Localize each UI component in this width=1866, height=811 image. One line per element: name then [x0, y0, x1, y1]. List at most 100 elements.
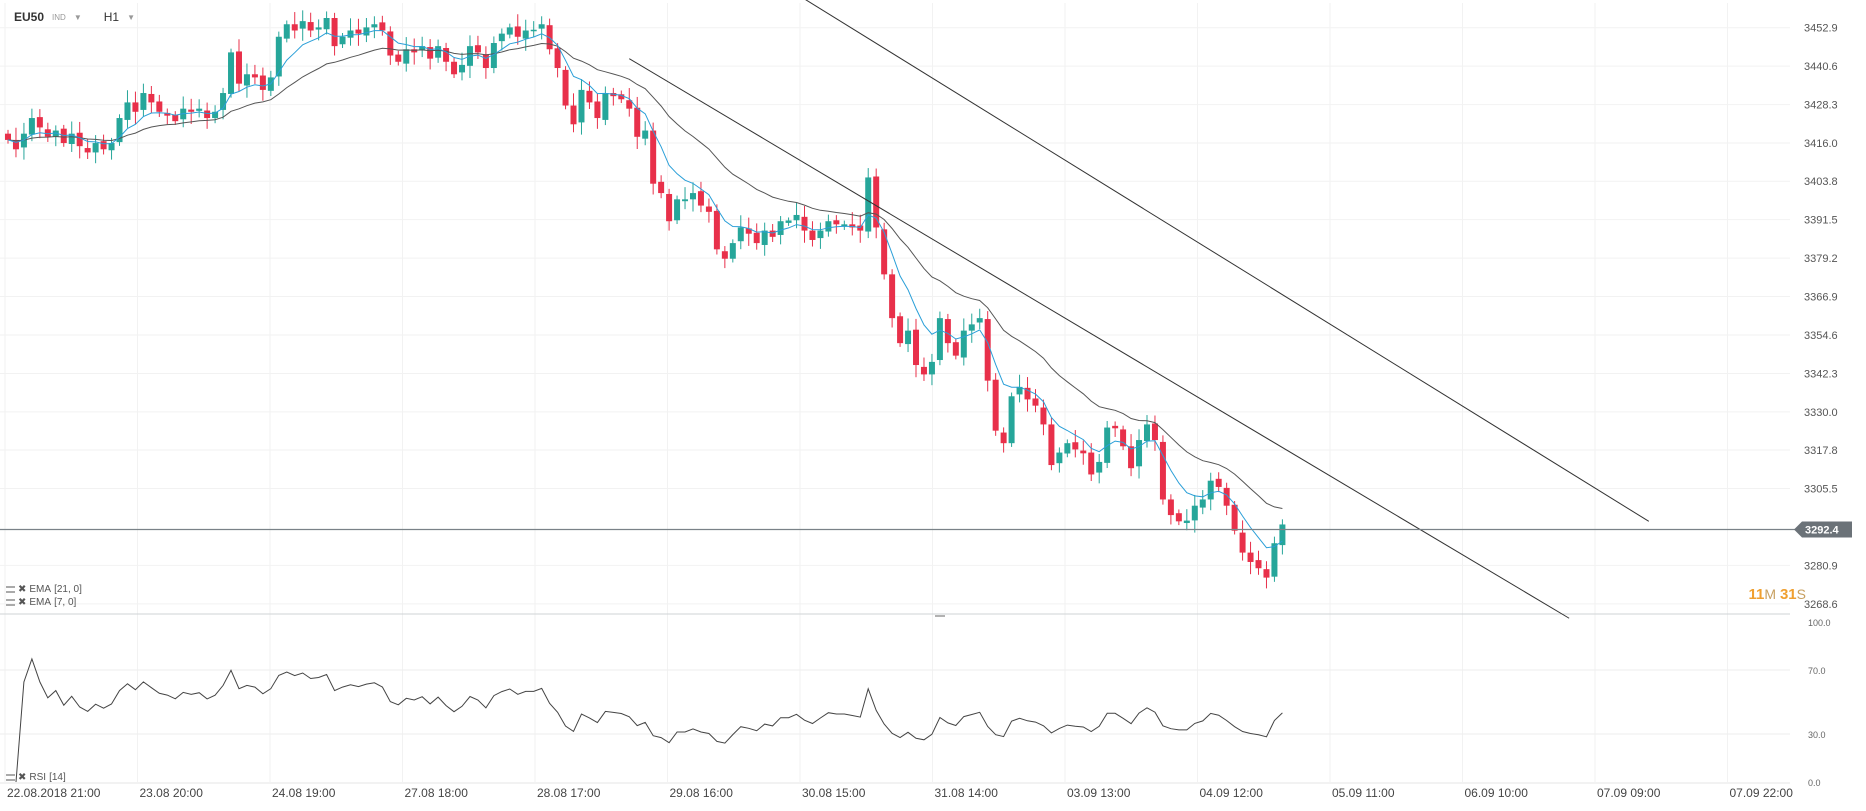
candle-body: [801, 216, 808, 231]
settings-icon[interactable]: [6, 599, 15, 606]
candle-body: [1199, 499, 1206, 508]
candle-body: [1191, 505, 1198, 521]
candle-body: [92, 143, 99, 153]
candle-body: [1088, 452, 1095, 475]
candle-body: [124, 102, 131, 120]
candle-body: [562, 69, 569, 106]
time-tick-label: 28.08 17:00: [537, 786, 601, 800]
rsi-tick-label: 30.0: [1808, 730, 1826, 740]
candle-body: [28, 118, 35, 135]
candle-body: [307, 22, 314, 31]
candle-body: [220, 93, 227, 110]
timer-minutes: 11: [1748, 586, 1765, 603]
candle-body: [554, 48, 561, 69]
ema-7-line: [7, 30, 1283, 549]
candle-body: [132, 102, 139, 112]
candle-body: [1064, 443, 1071, 454]
legend-params: [7, 0]: [54, 597, 77, 608]
candle-body: [522, 30, 529, 39]
candle-body: [905, 330, 912, 345]
candle-body: [411, 49, 418, 53]
candle-body: [817, 230, 824, 239]
timer-seconds-unit: S: [1796, 586, 1806, 602]
candle-body: [283, 24, 290, 39]
candle-body: [928, 361, 935, 375]
candle-body: [474, 45, 481, 53]
candle-body: [1263, 569, 1270, 578]
candle-body: [108, 143, 115, 151]
candle-body: [1271, 543, 1278, 577]
candle-body: [1000, 432, 1007, 444]
time-tick-label: 27.08 18:00: [405, 786, 469, 800]
instrument-chevron-down-icon[interactable]: ▼: [73, 12, 82, 22]
price-tick-label: 3379.2: [1804, 253, 1838, 265]
candle-body: [291, 24, 298, 31]
candle-body: [682, 199, 689, 202]
candle-body: [936, 318, 943, 361]
candle-body: [705, 206, 712, 212]
candle-body: [403, 49, 410, 64]
legend-params: [14]: [49, 772, 66, 783]
candle-body: [809, 230, 816, 240]
candle-body: [228, 52, 235, 94]
timer-seconds: 31: [1779, 586, 1797, 603]
candle-body: [235, 51, 242, 84]
rsi-line: [15, 657, 1283, 783]
current-price-label: 3292.4: [1805, 524, 1840, 536]
close-icon[interactable]: ✖: [18, 597, 27, 608]
candle-body: [68, 133, 75, 144]
rsi-tick-label: 100.0: [1808, 618, 1831, 628]
price-tick-label: 3317.8: [1804, 445, 1838, 457]
instrument-symbol[interactable]: EU50: [14, 10, 45, 24]
candle-body: [339, 36, 346, 45]
timeframe-chevron-down-icon[interactable]: ▼: [127, 12, 135, 22]
candle-body: [395, 54, 402, 62]
legend-ema-7[interactable]: ✖ EMA [7, 0]: [6, 597, 76, 608]
price-tick-label: 3391.5: [1804, 215, 1838, 227]
candle-body: [490, 43, 497, 69]
time-tick-label: 29.08 16:00: [670, 786, 734, 800]
timeframe-selector[interactable]: H1: [103, 10, 120, 24]
candle-body: [873, 176, 880, 228]
candle-body: [1239, 532, 1246, 553]
candle-body: [427, 47, 434, 59]
ema-21-line: [7, 42, 1283, 509]
legend-ema-21[interactable]: ✖ EMA [21, 0]: [6, 584, 82, 595]
time-tick-label: 04.09 12:00: [1200, 786, 1264, 800]
rsi-tick-label: 70.0: [1808, 666, 1826, 676]
candle-body: [689, 193, 696, 200]
candle-body: [1215, 478, 1222, 487]
candle-body: [944, 319, 951, 344]
candle-body: [1175, 513, 1182, 522]
candle-body: [243, 74, 250, 86]
candle-body: [721, 251, 728, 259]
candle-body: [594, 101, 601, 119]
settings-icon[interactable]: [6, 774, 15, 781]
close-icon[interactable]: ✖: [18, 584, 27, 595]
settings-icon[interactable]: [6, 586, 15, 593]
candle-body: [1072, 442, 1079, 450]
candle-body: [331, 18, 338, 47]
legend-rsi[interactable]: ✖ RSI [14]: [6, 772, 66, 783]
candle-body: [913, 329, 920, 366]
time-tick-label: 23.08 20:00: [140, 786, 204, 800]
candle-body: [1024, 387, 1031, 400]
candle-body: [1120, 429, 1127, 447]
rsi-tick-label: 0.0: [1808, 778, 1821, 788]
channel-line-upper: [805, 0, 1650, 522]
candle-body: [602, 93, 609, 120]
candle-body: [76, 132, 83, 147]
candle-body: [299, 21, 306, 29]
close-icon[interactable]: ✖: [18, 772, 27, 783]
candle-body: [857, 225, 864, 231]
time-tick-label: 06.09 10:00: [1465, 786, 1529, 800]
candle-body: [1231, 504, 1238, 531]
candle-body: [140, 93, 147, 110]
candle-body: [1080, 450, 1087, 454]
candle-body: [1032, 398, 1039, 406]
candle-body: [204, 110, 211, 119]
candle-body: [920, 366, 927, 375]
candle-body: [976, 318, 983, 323]
